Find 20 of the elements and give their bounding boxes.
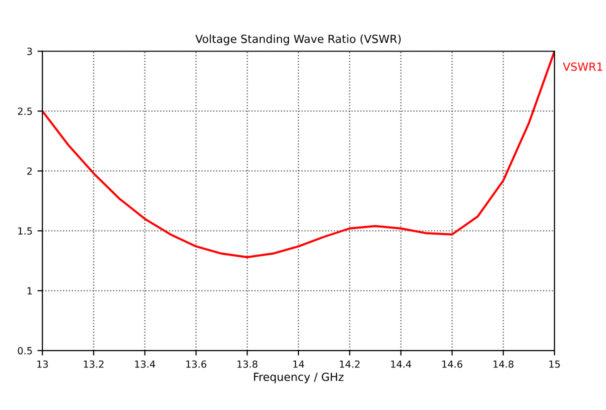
- x-tick-label: 15: [549, 360, 560, 368]
- x-tick-label: 13: [37, 360, 48, 368]
- y-tick-label: 2: [27, 167, 32, 175]
- y-tick-label: 2.5: [18, 108, 32, 115]
- x-axis-title: Frequency / GHz: [254, 372, 344, 384]
- x-tick-label: 13.4: [135, 360, 156, 368]
- y-tick-label: 1: [28, 287, 32, 294]
- x-tick-label: 14.4: [391, 360, 412, 368]
- y-tick-label: 3: [27, 48, 32, 56]
- x-tick-label: 14.8: [494, 360, 514, 368]
- chart-title: Voltage Standing Wave Ratio (VSWR): [195, 34, 401, 46]
- y-tick-label: 1.5: [18, 227, 32, 235]
- x-tick-label: 14.2: [340, 360, 360, 368]
- series-label: VSWR1: [562, 62, 602, 71]
- y-tick-label: 0.5: [18, 347, 32, 354]
- x-tick-label: 14.6: [442, 360, 462, 368]
- x-tick-label: 14: [293, 360, 304, 368]
- x-tick-label: 13.8: [237, 360, 258, 368]
- x-tick-label: 13.2: [84, 360, 104, 368]
- x-tick-label: 13.6: [186, 360, 206, 368]
